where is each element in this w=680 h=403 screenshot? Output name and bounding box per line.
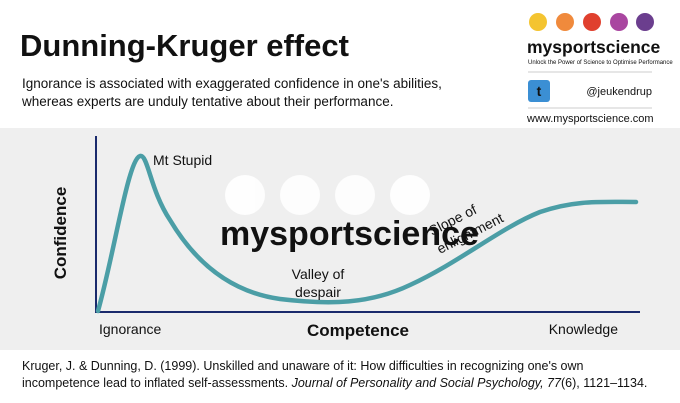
title: Dunning-Kruger effect — [20, 28, 349, 63]
peak-label: Mt Stupid — [153, 152, 212, 168]
website[interactable]: www.mysportscience.com — [526, 113, 654, 125]
logo — [529, 13, 654, 31]
twitter-icon[interactable] — [528, 80, 550, 102]
watermark-drops — [225, 175, 430, 215]
confidence-curve — [95, 153, 639, 314]
twitter-handle[interactable]: @jeukendrup — [586, 86, 652, 98]
citation: Kruger, J. & Dunning, D. (1999). Unskill… — [22, 359, 584, 373]
x-axis-label: Competence — [307, 321, 409, 340]
valley-label: despair — [295, 284, 341, 300]
logo-dot — [556, 13, 574, 31]
brand-tagline: Unlock the Power of Science to Optimise … — [528, 60, 673, 66]
logo-dot — [529, 13, 547, 31]
logo-dot — [610, 13, 628, 31]
valley-label: Valley of — [292, 266, 345, 282]
citation: incompetence lead to inflated self-asses… — [22, 376, 647, 390]
description: Ignorance is associated with exaggerated… — [22, 76, 442, 91]
citation-journal: Journal of Personality and Social Psycho… — [291, 376, 562, 390]
x-start-label: Ignorance — [99, 321, 161, 337]
brand-name: mysportscience — [527, 37, 661, 57]
logo-dot — [636, 13, 654, 31]
description: whereas experts are unduly tentative abo… — [21, 94, 393, 109]
citation-part: incompetence lead to inflated self-asses… — [22, 376, 292, 390]
citation-part: (6), 1121–1134. — [561, 376, 647, 390]
watermark: mysportscience — [220, 215, 479, 253]
logo-dot — [583, 13, 601, 31]
twitter-glyph: t — [537, 83, 542, 99]
x-end-label: Knowledge — [549, 321, 618, 337]
y-axis-label: Confidence — [51, 187, 70, 280]
